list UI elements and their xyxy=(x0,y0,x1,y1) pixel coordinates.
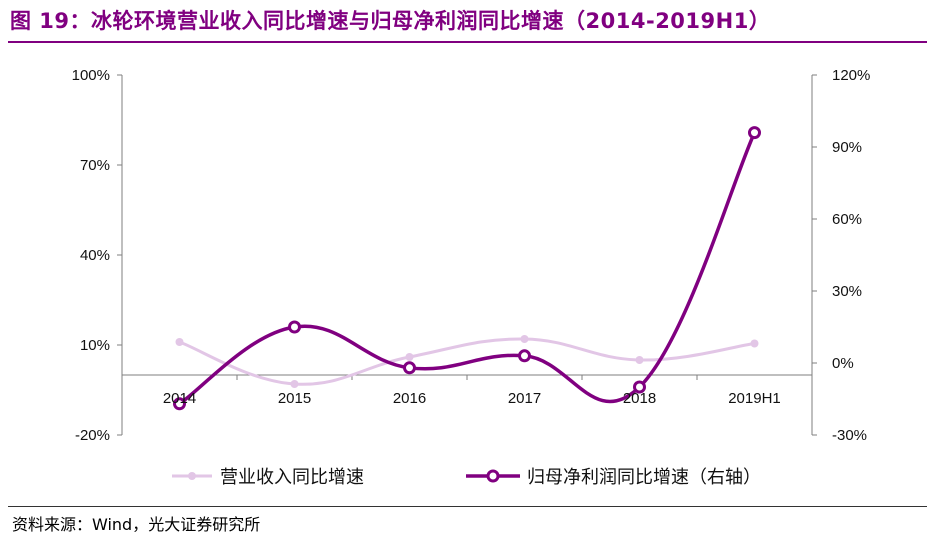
chart-title: 图 19：冰轮环境营业收入同比增速与归母净利润同比增速（2014-2019H1） xyxy=(10,9,771,33)
series-revenue-point xyxy=(750,339,759,348)
x-tick-label: 2016 xyxy=(393,390,426,407)
y-left-tick-label: 40% xyxy=(80,247,110,264)
x-tick-label: 2014 xyxy=(163,390,196,407)
y-right-tick-label: 0% xyxy=(832,355,854,372)
legend-profit-label: 归母净利润同比增速（右轴） xyxy=(527,467,761,488)
legend-revenue-label: 营业收入同比增速 xyxy=(220,467,364,488)
y-left-tick-label: 70% xyxy=(80,157,110,174)
x-tick-label: 2019H1 xyxy=(728,390,781,407)
series-revenue-point xyxy=(520,335,529,343)
series-profit-point xyxy=(748,126,761,140)
y-right-tick-label: -30% xyxy=(832,427,867,444)
series-revenue-point xyxy=(635,356,644,364)
source-divider xyxy=(8,506,927,507)
series-profit-point xyxy=(633,380,646,394)
series-revenue-line xyxy=(178,337,755,386)
y-left-tick-label: 10% xyxy=(80,337,110,354)
y-right-tick-label: 30% xyxy=(832,283,862,300)
y-right-tick-label: 120% xyxy=(832,67,870,84)
y-right-tick-label: 60% xyxy=(832,211,862,228)
series-revenue-point xyxy=(175,338,184,346)
title-divider xyxy=(8,41,927,43)
series-profit-point xyxy=(288,320,301,334)
y-left-tick-label: -20% xyxy=(75,427,110,444)
series-profit-line xyxy=(178,131,757,406)
y-left-tick-label: 100% xyxy=(72,67,110,84)
series-revenue-point xyxy=(290,380,299,388)
y-right-tick-label: 90% xyxy=(832,139,862,156)
x-tick-label: 2018 xyxy=(623,390,656,407)
series-revenue-point xyxy=(405,353,414,361)
x-tick-label: 2015 xyxy=(278,390,311,407)
series-profit-point xyxy=(403,361,416,375)
series-profit-point xyxy=(518,349,531,363)
legend-profit-marker xyxy=(486,469,500,483)
legend-revenue-marker xyxy=(188,472,196,480)
series-profit-point xyxy=(173,397,186,411)
x-tick-label: 2017 xyxy=(508,390,541,407)
line-chart: -20% 10% 40% 70% 100% -30% 0% 30% 60% 90% 120% 2014… xyxy=(72,67,871,488)
source-note: 资料来源：Wind，光大证券研究所 xyxy=(12,515,261,534)
